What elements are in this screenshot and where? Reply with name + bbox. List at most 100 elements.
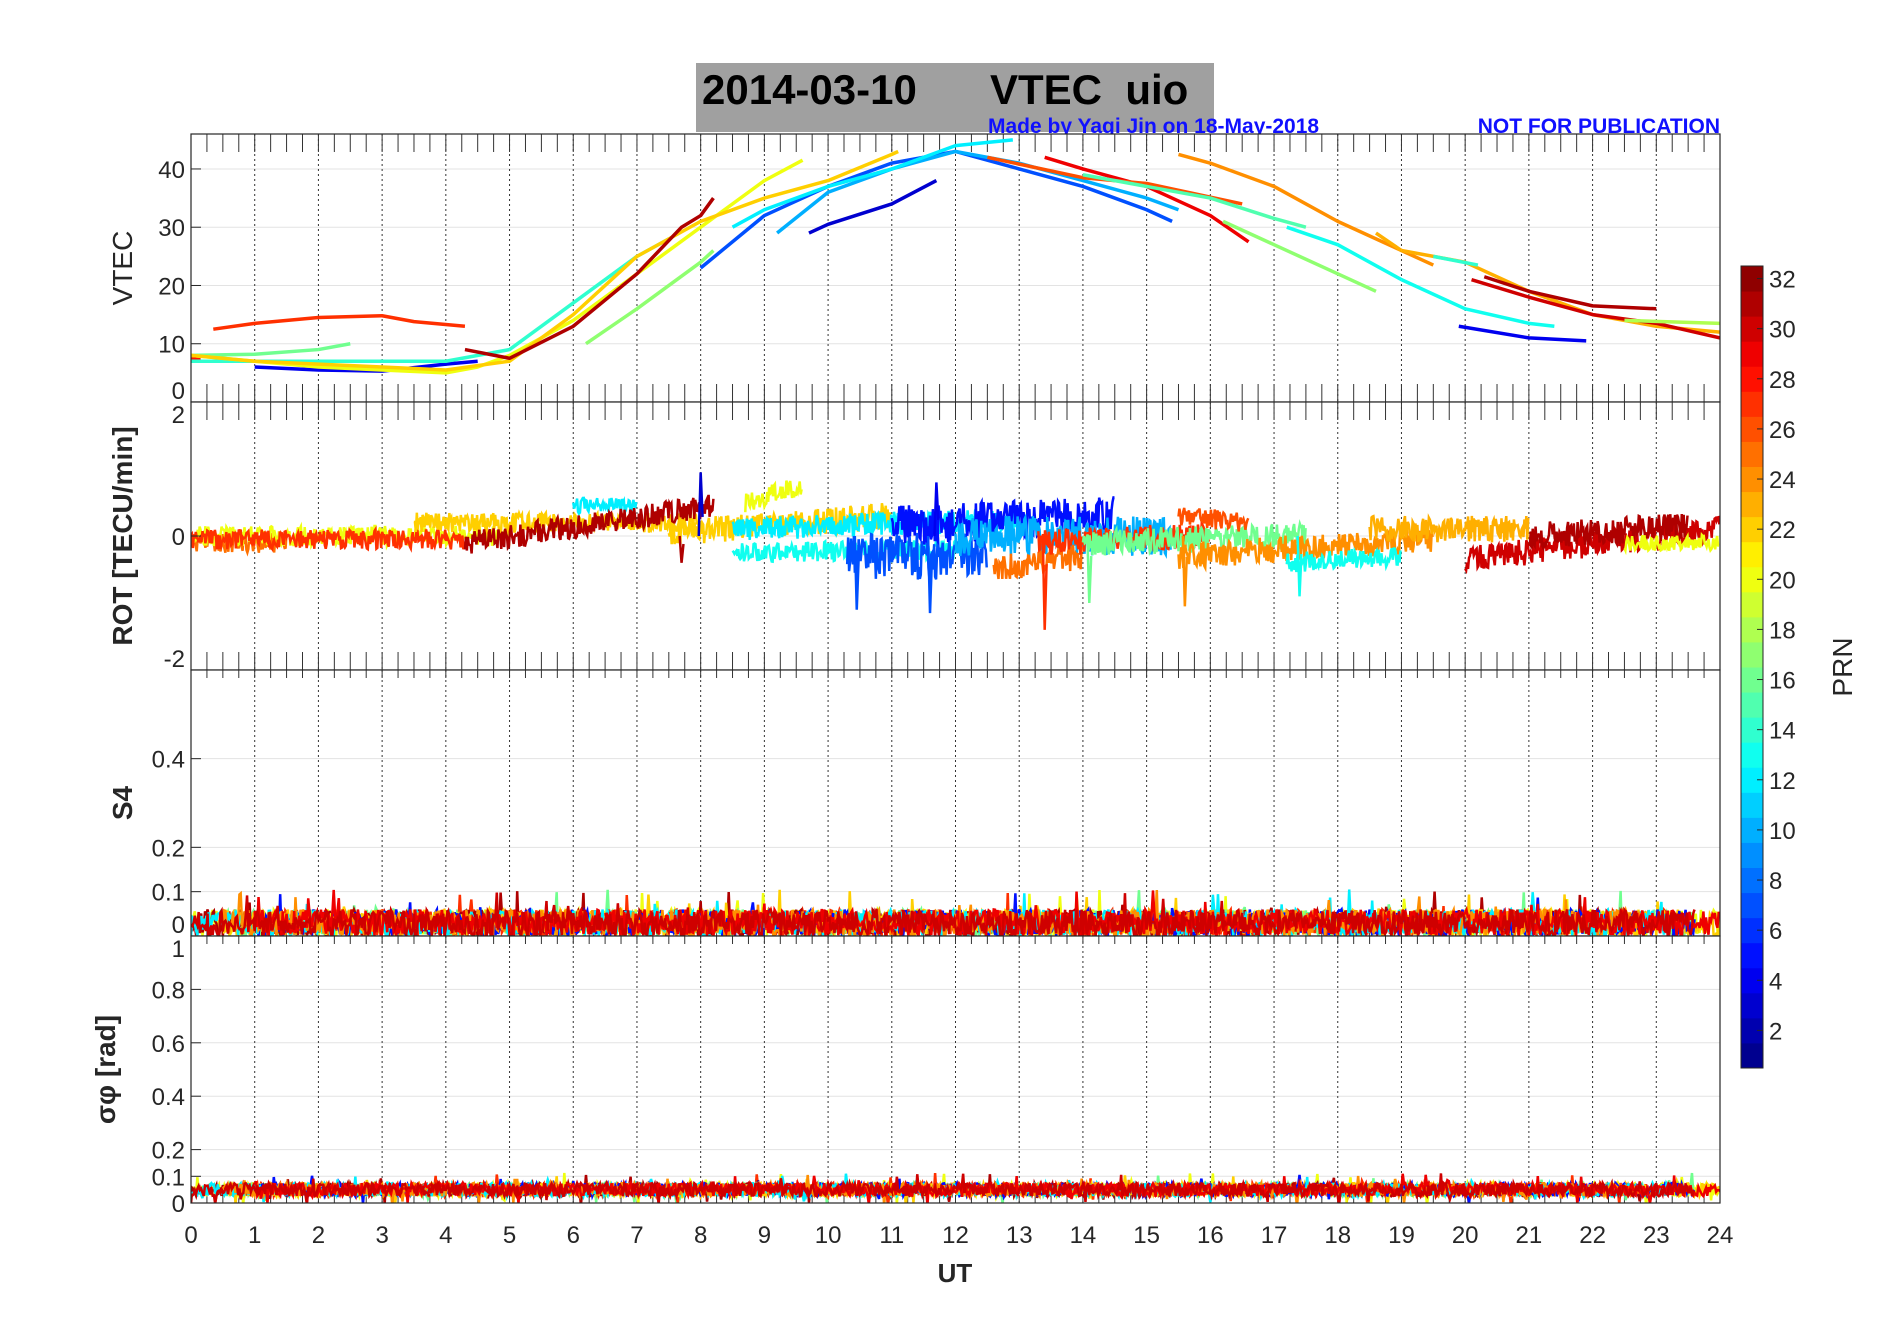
vtec-line-prn-10 (776, 149, 1180, 235)
data-layer (191, 1172, 1720, 1203)
vtec-line-prn-31 (1483, 275, 1657, 311)
panel-rot: -2 0 2 ROT [TECU/min] (107, 401, 1721, 673)
x-tick-label: 22 (1579, 1222, 1606, 1249)
x-tick-label: 7 (630, 1222, 643, 1249)
rot-line-prn-7 (845, 532, 988, 581)
colorbar-tick-label: 20 (1769, 567, 1796, 594)
colorbar-cell-prn-10 (1741, 817, 1763, 843)
data-layer (191, 889, 1720, 936)
vtec-line-prn-17 (585, 249, 715, 346)
vtec-line-prn-22 (191, 149, 899, 372)
colorbar-cell-prn-14 (1741, 717, 1763, 743)
colorbar-cell-prn-20 (1741, 566, 1763, 593)
vtec-line-prn-17 (1222, 219, 1377, 293)
colorbar-tick-label: 22 (1769, 517, 1796, 544)
colorbar-cell-prn-25 (1741, 441, 1763, 467)
rot-line-prn-27 (191, 525, 466, 553)
y-axis-label-sigma_phi: σφ [rad] (90, 1015, 121, 1124)
vtec-line-prn-12 (731, 138, 1014, 229)
vtec-line-prn-14 (1432, 254, 1479, 267)
colorbar-tick-label: 6 (1769, 918, 1782, 945)
colorbar-tick-label: 14 (1769, 718, 1796, 745)
colorbar-tick-label: 16 (1769, 668, 1796, 695)
colorbar-frame (1740, 265, 1764, 1069)
s4-line-prn-30 (191, 892, 1696, 936)
colorbar-cell-prn-27 (1741, 391, 1763, 417)
rot-line-prn-23 (1368, 513, 1530, 544)
colorbar-cell-prn-16 (1741, 667, 1763, 693)
y-tick-label: 20 (158, 273, 185, 300)
x-tick-label: 16 (1197, 1222, 1224, 1249)
colorbar-cell-prn-6 (1741, 917, 1763, 944)
rot-line-prn-16 (1081, 519, 1307, 557)
panel-vtec: 0 10 20 30 40 VTEC (107, 133, 1721, 405)
rot-spike-prn-3 (697, 472, 704, 537)
vtec-line-prn-4 (1458, 324, 1587, 343)
vtec-line-prn-15 (1082, 173, 1307, 229)
x-tick-label: 14 (1070, 1222, 1097, 1249)
vtec-line-prn-27 (213, 314, 466, 331)
colorbar-tick-label: 30 (1769, 317, 1796, 344)
data-layer (191, 138, 1720, 375)
x-tick-label: 2 (312, 1222, 325, 1249)
colorbar-label: PRN (1827, 637, 1858, 696)
sigma_phi-line-prn-30 (191, 1173, 1696, 1203)
colorbar-cell-prn-19 (1741, 591, 1763, 618)
data-layer (191, 472, 1720, 630)
rot-line-prn-25 (992, 543, 1084, 580)
vtec-line-prn-30 (1471, 277, 1720, 340)
colorbar-cell-prn-9 (1741, 842, 1763, 868)
colorbar-cell-prn-18 (1741, 616, 1763, 643)
credit-text: Made by Yaqi Jin on 18-May-2018 (988, 115, 1319, 138)
colorbar-cell-prn-21 (1741, 541, 1763, 568)
colorbar-cell-prn-26 (1741, 416, 1763, 442)
colorbar-tick-label: 12 (1769, 768, 1796, 795)
colorbar-cell-prn-30 (1741, 316, 1763, 342)
vtec-line-prn-13 (1286, 225, 1555, 328)
y-axis-label-s4: S4 (107, 785, 138, 820)
colorbar-tick-label: 26 (1769, 417, 1796, 444)
rot-spike-prn-7 (926, 535, 934, 614)
rot-spike-prn-4 (933, 482, 940, 537)
x-tick-label: 20 (1452, 1222, 1479, 1249)
colorbar-tick-label: 32 (1769, 267, 1796, 294)
title-name: VTEC uio (990, 66, 1188, 113)
title-box (696, 63, 1214, 132)
colorbar-cell-prn-7 (1741, 892, 1763, 919)
y-axis-label-vtec: VTEC (107, 231, 138, 306)
colorbar-cell-prn-12 (1741, 767, 1763, 793)
colorbar-tick-label: 10 (1769, 818, 1796, 845)
x-tick-label: 15 (1133, 1222, 1160, 1249)
y-axis-label-rot: ROT [TECU/min] (107, 426, 138, 645)
y-tick-label: 30 (158, 215, 185, 242)
rot-line-prn-20 (744, 480, 803, 513)
x-tick-label: 18 (1324, 1222, 1351, 1249)
colorbar-cell-prn-32 (1741, 266, 1763, 292)
x-axis-label: UT (938, 1258, 973, 1288)
x-tick-label: 17 (1261, 1222, 1288, 1249)
colorbar-tick-label: 4 (1769, 968, 1782, 995)
x-tick-label: 13 (1006, 1222, 1033, 1249)
x-tick-label: 21 (1516, 1222, 1543, 1249)
colorbar-cell-prn-2 (1741, 1017, 1763, 1044)
colorbar-tick-label: 2 (1769, 1018, 1782, 1045)
x-tick-label: 9 (758, 1222, 771, 1249)
colorbar-cell-prn-13 (1741, 742, 1763, 768)
rot-spike-prn-31 (678, 535, 685, 563)
rot-line-prn-20 (1623, 531, 1720, 556)
colorbar-cell-prn-5 (1741, 942, 1763, 969)
rot-spike-prn-16 (1086, 535, 1093, 604)
y-tick-label: 0.1 (152, 1164, 185, 1191)
vtec-line-prn-31 (464, 197, 715, 361)
panel-s4: 0 0.1 0.2 0.4 S4 (107, 669, 1721, 939)
colorbar-tick-label: 24 (1769, 467, 1796, 494)
vtec-line-prn-18 (1624, 318, 1720, 326)
y-tick-label: 0 (172, 524, 185, 551)
x-tick-label: 10 (815, 1222, 842, 1249)
colorbar-cell-prn-24 (1741, 466, 1763, 493)
panel-background (191, 936, 1720, 1203)
rot-line-prn-31 (463, 494, 715, 554)
colorbar-cell-prn-1 (1741, 1042, 1763, 1069)
y-tick-label: 40 (158, 157, 185, 184)
colorbar-cell-prn-11 (1741, 792, 1763, 818)
